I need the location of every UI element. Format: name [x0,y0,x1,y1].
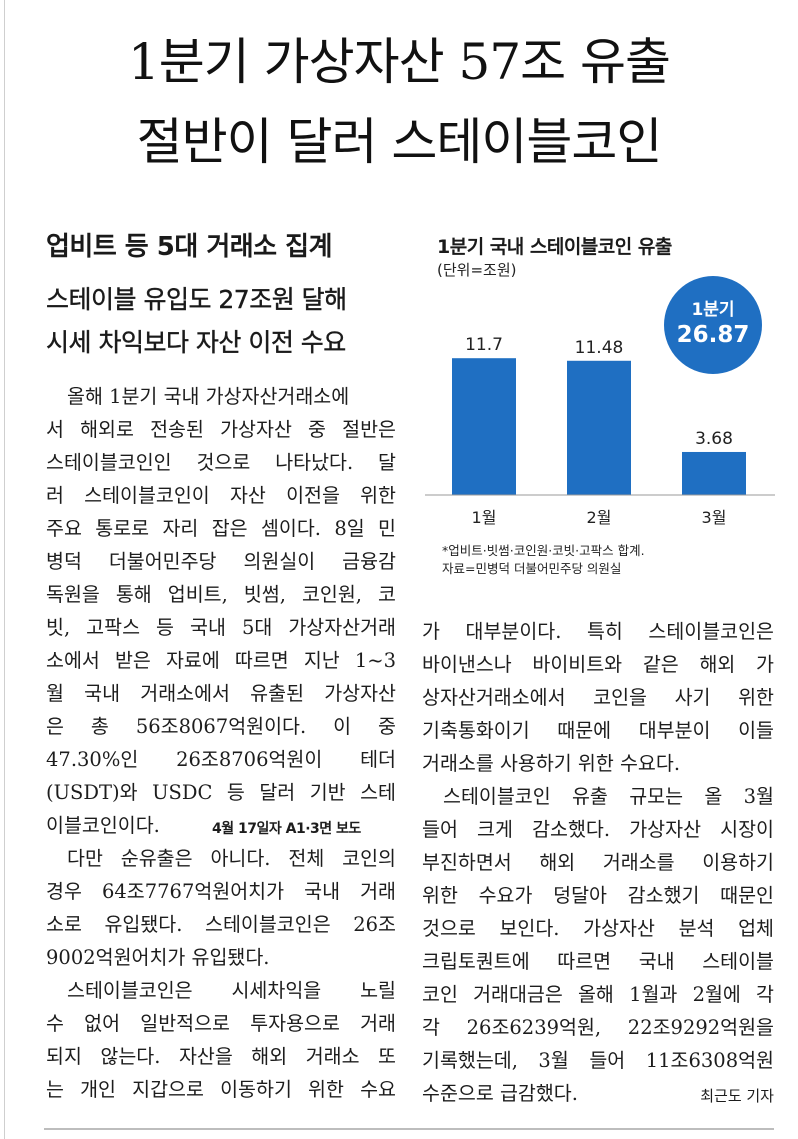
body-line: 올해 1분기 국내 가상자산거래소에 [67,385,350,408]
badge-value: 26.87 [676,322,750,348]
body-line: 병덕 더불어민주당 의원실이 금융감 [46,550,396,573]
body-line: 소로 유입됐다. 스테이블코인은 26조 [46,913,396,936]
body-line: 기록했는데, 3월 들어 11조6308억원 [422,1049,774,1072]
data-label: 3.68 [695,429,733,449]
x-tick-label: 1월 [472,508,497,527]
subheadline-1: 업비트 등 5대 거래소 집계 [46,232,333,262]
x-tick-label: 2월 [587,508,612,527]
bar-2월 [567,360,631,495]
body-line: 빗, 고팍스 등 국내 5대 가상자산거래 [46,616,396,639]
body-column-right: 가 대부분이다. 특히 스테이블코인은 바이낸스나 바이비트와 같은 해외 가 … [422,617,774,1137]
body-line: 독원을 통해 업비트, 빗썸, 코인원, 코 [46,583,396,606]
body-line: 스테이블코인인 것으로 나타났다. 달 [46,451,396,474]
bar-1월 [452,358,516,495]
body-line: 상자산거래소에서 코인을 사기 위한 [422,686,774,709]
body-column-left: 올해 1분기 국내 가상자산거래소에 서 해외로 전송된 가상자산 중 절반은 … [46,382,396,1122]
subheadline-2: 스테이블 유입도 27조원 달해 [46,285,348,314]
body-line: 주요 통로로 자리 잡은 셈이다. 8일 민 [46,517,396,540]
body-line: 경우 64조7767억원어치가 국내 거래 [46,880,396,903]
chart-footnote-data-source: 자료=민병덕 더불어민주당 의원실 [442,561,622,576]
body-line: 이블코인이다. [46,814,160,837]
body-line: (USDT)와 USDC 등 달러 기반 스테 [46,781,396,804]
body-line: 스테이블코인은 시세차익을 노릴 [67,979,396,1002]
body-line: 위한 수요가 덩달아 감소했기 때문인 [422,884,774,907]
body-line: 거래소를 사용하기 위한 수요다. [422,752,681,775]
headline-line-2: 절반이 달러 스테이블코인 [136,113,663,171]
body-line: 서 해외로 전송된 가상자산 중 절반은 [46,418,396,441]
report-reference-note: 4월 17일자 A1·3면 보도 [212,821,361,837]
body-line: 스테이블코인 유출 규모는 올 3월 [443,785,774,808]
body-line: 바이낸스나 바이비트와 같은 해외 가 [422,653,774,676]
body-line: 9002억원어치가 유입됐다. [46,946,270,969]
byline: 최근도 기자 [700,1087,774,1105]
body-line: 되지 않는다. 자산을 해외 거래소 또 [46,1045,396,1068]
body-line: 각 26조6239억원, 22조9292억원을 [422,1016,774,1039]
badge-label: 1분기 [691,300,735,320]
body-line: 은 총 56조8067억원이다. 이 중 [46,715,396,738]
body-line: 수 없어 일반적으로 투자용으로 거래 [46,1012,396,1035]
body-line: 가 대부분이다. 특히 스테이블코인은 [422,620,774,643]
subheadline-3: 시세 차익보다 자산 이전 수요 [46,328,347,357]
x-tick-label: 3월 [702,508,727,527]
body-line: 크립토퀀트에 따르면 국내 스테이블 [422,950,774,973]
body-line: 부진하면서 해외 거래소를 이용하기 [422,851,774,874]
stablecoin-outflow-bar-chart: 11.7 1월 11.48 2월 3.68 3월 [425,335,775,527]
body-line: 코인 거래대금은 올해 1월과 2월에 각 [422,983,774,1006]
body-line: 기축통화이기 때문에 대부분이 이들 [422,719,774,742]
data-label: 11.48 [575,338,624,358]
body-line: 것으로 보인다. 가상자산 분석 업체 [422,917,774,940]
data-label: 11.7 [465,335,503,355]
body-line: 는 개인 지갑으로 이동하기 위한 수요 [46,1078,396,1101]
left-margin-rule [4,0,5,1139]
headline-line-1: 1분기 가상자산 57조 유출 [127,33,671,91]
body-line: 소에서 받은 자료에 따르면 지난 1~3 [46,649,396,672]
body-line: 들어 크게 감소했다. 가상자산 시장이 [422,818,774,841]
bottom-rule [44,1128,774,1130]
body-line: 수준으로 급감했다. [422,1082,578,1105]
quarter-total-badge: 1분기 26.87 [664,276,762,374]
chart-title: 1분기 국내 스테이블코인 유출 [437,236,672,258]
bar-3월 [682,451,746,495]
body-line: 47.30%인 26조8706억원이 테더 [46,748,396,771]
body-line: 러 스테이블코인이 자산 이전을 위한 [46,484,396,507]
body-line: 다만 순유출은 아니다. 전체 코인의 [67,847,396,870]
chart-footnote-sources: *업비트·빗썸·코인원·코빗·고팍스 합계. [442,543,645,558]
chart-unit-label: (단위=조원) [437,261,517,279]
body-line: 월 국내 거래소에서 유출된 가상자산 [46,682,396,705]
